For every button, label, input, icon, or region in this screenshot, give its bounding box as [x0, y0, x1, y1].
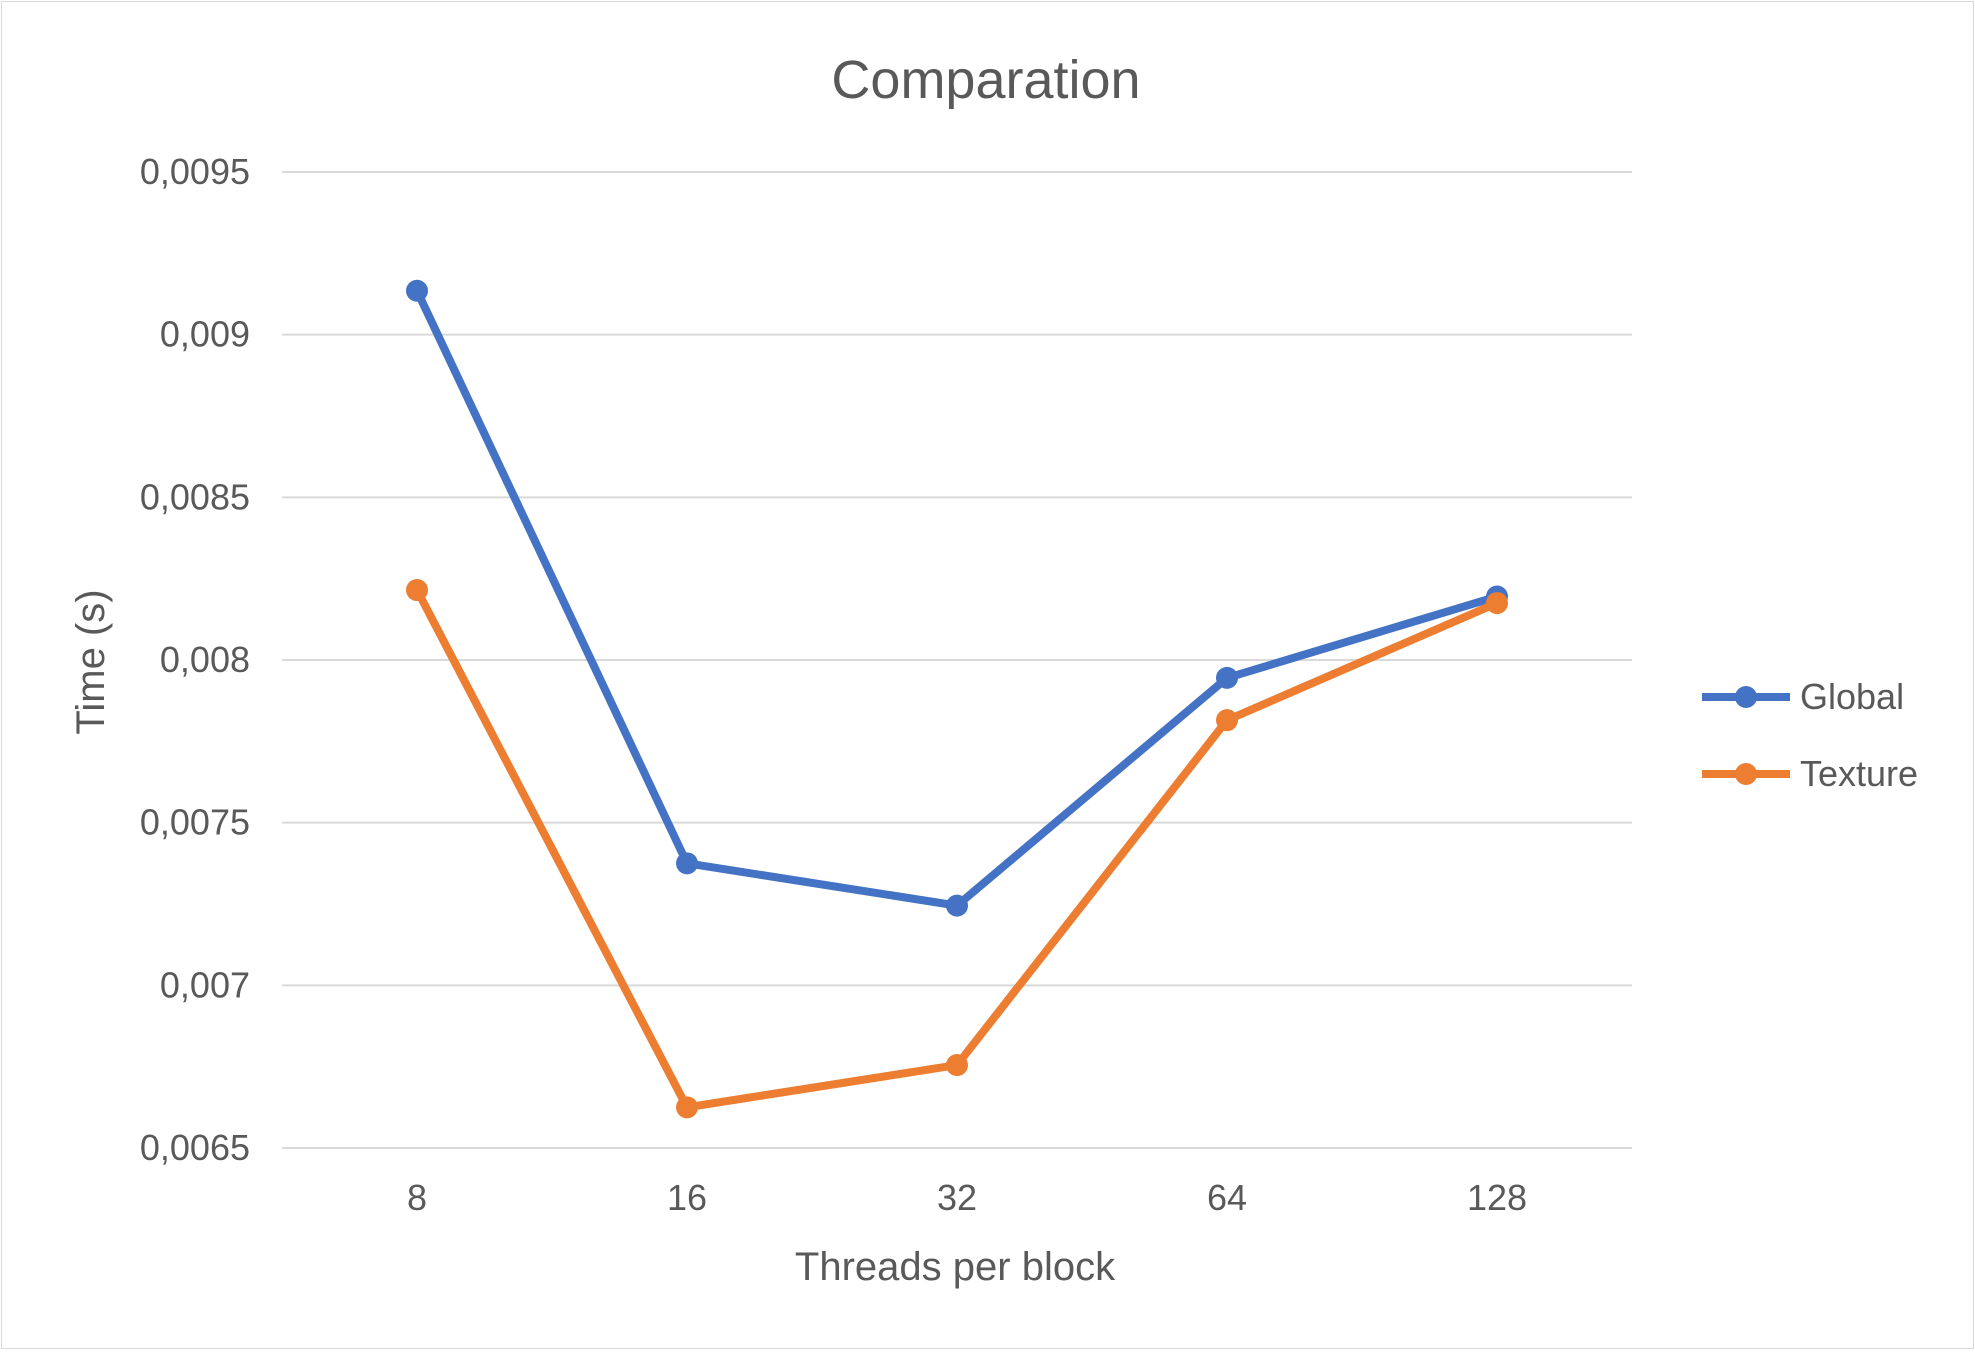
- legend-item-texture: Texture: [1702, 753, 1918, 794]
- series-texture: [406, 579, 1508, 1119]
- x-axis-title: Threads per block: [795, 1245, 1116, 1289]
- series-group: [406, 279, 1508, 1119]
- data-point-global: [946, 894, 968, 917]
- data-point-texture: [676, 1096, 698, 1119]
- y-tick-label: 0,0085: [140, 476, 250, 517]
- y-tick-label: 0,0075: [140, 802, 250, 843]
- x-tick-label: 8: [407, 1177, 427, 1218]
- x-tick-label: 32: [937, 1177, 977, 1218]
- y-tick-label: 0,009: [160, 314, 250, 355]
- legend-label: Global: [1800, 676, 1904, 717]
- legend-item-global: Global: [1702, 676, 1904, 717]
- legend-swatch-marker: [1735, 686, 1757, 708]
- legend-label: Texture: [1800, 753, 1918, 794]
- data-point-texture: [1216, 709, 1238, 732]
- y-tick-label: 0,008: [160, 639, 250, 680]
- data-point-global: [406, 279, 428, 302]
- data-point-texture: [1486, 592, 1508, 615]
- x-tick-label: 16: [667, 1177, 707, 1218]
- y-tick-label: 0,0095: [140, 151, 250, 192]
- data-point-texture: [406, 579, 428, 602]
- series-line-global: [413, 286, 1501, 910]
- x-tick-label: 64: [1207, 1177, 1247, 1218]
- data-point-global: [676, 852, 698, 875]
- series-line-texture: [413, 586, 1501, 1112]
- series-global: [406, 279, 1508, 917]
- x-axis-ticks: 8 16 32 64 128: [407, 1177, 1527, 1218]
- y-tick-label: 0,007: [160, 964, 250, 1005]
- chart-title: Comparation: [831, 50, 1140, 110]
- legend: Global Texture: [1702, 676, 1918, 794]
- x-tick-label: 128: [1467, 1177, 1527, 1218]
- y-axis-title: Time (s): [69, 589, 113, 734]
- legend-swatch-marker: [1735, 763, 1757, 785]
- data-point-global: [1216, 666, 1238, 689]
- y-tick-label: 0,0065: [140, 1127, 250, 1168]
- gridlines: [282, 171, 1632, 1149]
- data-point-texture: [946, 1054, 968, 1077]
- y-axis-ticks: 0,0065 0,007 0,0075 0,008 0,0085 0,009 0,0095: [140, 151, 250, 1168]
